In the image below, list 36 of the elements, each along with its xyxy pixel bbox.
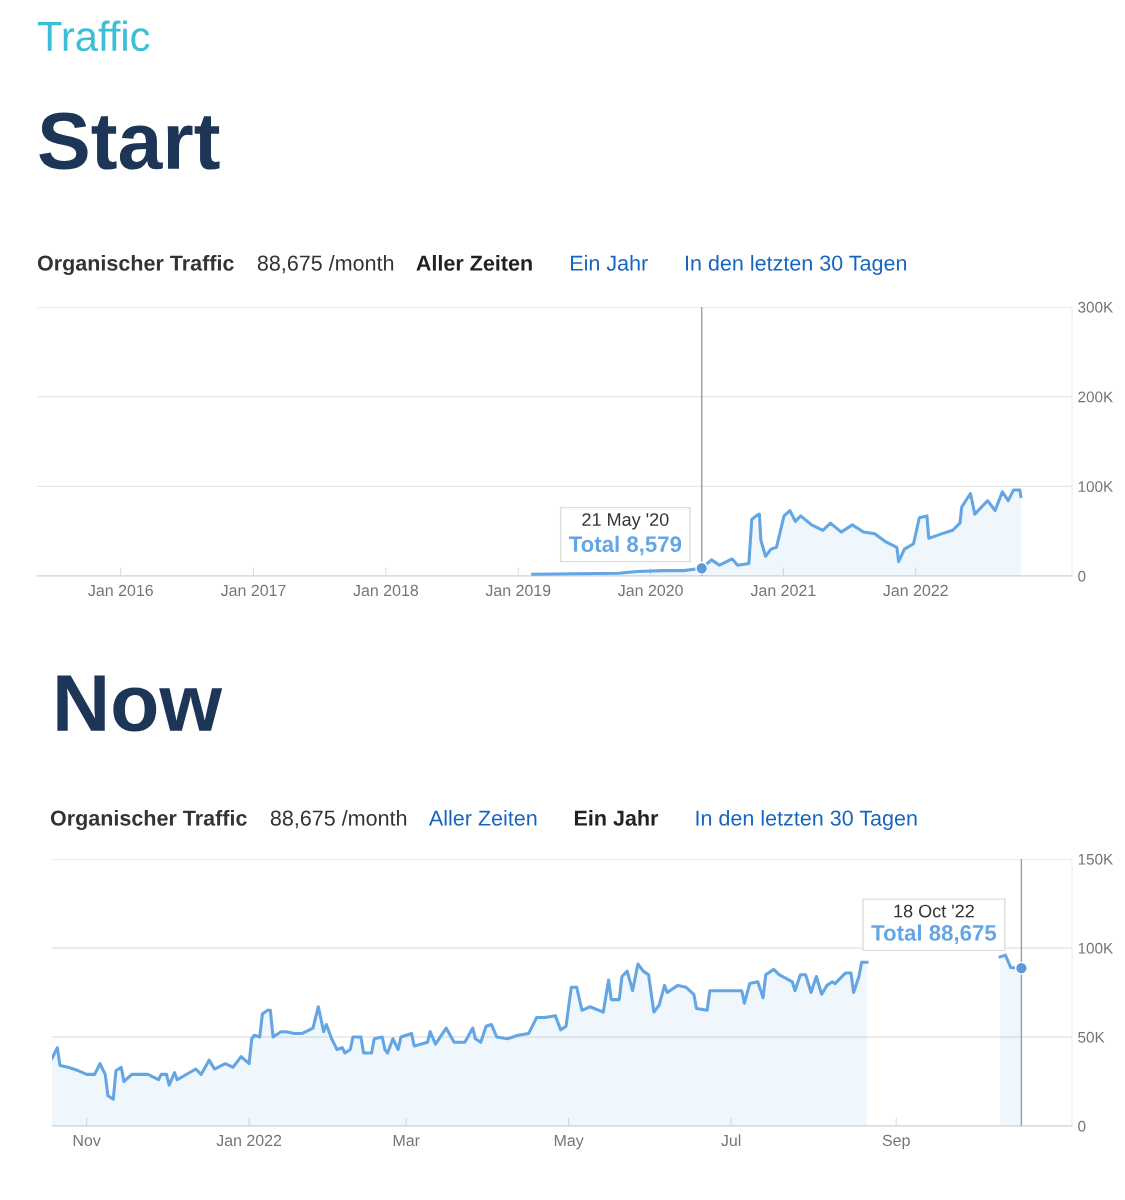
annotation: 21 May '20 Total 8,579 (568, 513, 682, 556)
text: Organischer Traffic (50, 809, 247, 831)
x-tick-label: Jan 2016 (88, 584, 153, 597)
text: In den letzten 30 Tagen (685, 254, 907, 276)
x-tick-label: Sep (882, 1134, 910, 1150)
x-tick-label: Jan 2022 (883, 584, 948, 597)
x-tick-label: Jan 2020 (617, 584, 683, 597)
text: Ein Jahr (571, 254, 648, 271)
annotation: 18 Oct '22 Total 88,675 (871, 904, 997, 945)
x-tick-label: Jan 2019 (485, 584, 551, 597)
text: 88,675 /month (257, 254, 394, 274)
y-tick-label: 0 (1078, 1120, 1086, 1132)
text: Organischer Traffic (37, 254, 234, 276)
text: Aller Zeiten (428, 809, 537, 826)
x-tick-label: Jul (721, 1134, 741, 1147)
text: Ein Jahr (574, 809, 659, 826)
x-tick-label: Jan 2017 (220, 584, 286, 597)
x-tick-label: Mar (393, 1134, 420, 1147)
y-tick-label: 0 (1078, 570, 1086, 582)
x-tick-label: Jan 2022 (216, 1134, 282, 1147)
text: Aller Zeiten (416, 254, 532, 271)
text: 88,675 /month (270, 809, 407, 829)
chart-title: Now (57, 675, 223, 732)
y-tick-label: 150K (1078, 853, 1114, 865)
x-tick-label: Jan 2021 (750, 584, 816, 597)
chart-title: Start (39, 112, 220, 170)
text: In den letzten 30 Tagen (696, 809, 917, 831)
y-tick-label: 100K (1078, 481, 1114, 493)
y-tick-label: 200K (1078, 391, 1114, 403)
y-tick-label: 300K (1078, 301, 1114, 313)
text: Traffic (37, 20, 150, 52)
x-tick-label: Nov (73, 1134, 101, 1147)
x-tick-label: May (554, 1134, 584, 1150)
y-tick-label: 50K (1078, 1031, 1105, 1043)
y-tick-label: 100K (1078, 942, 1114, 954)
x-tick-label: Jan 2018 (353, 584, 419, 597)
